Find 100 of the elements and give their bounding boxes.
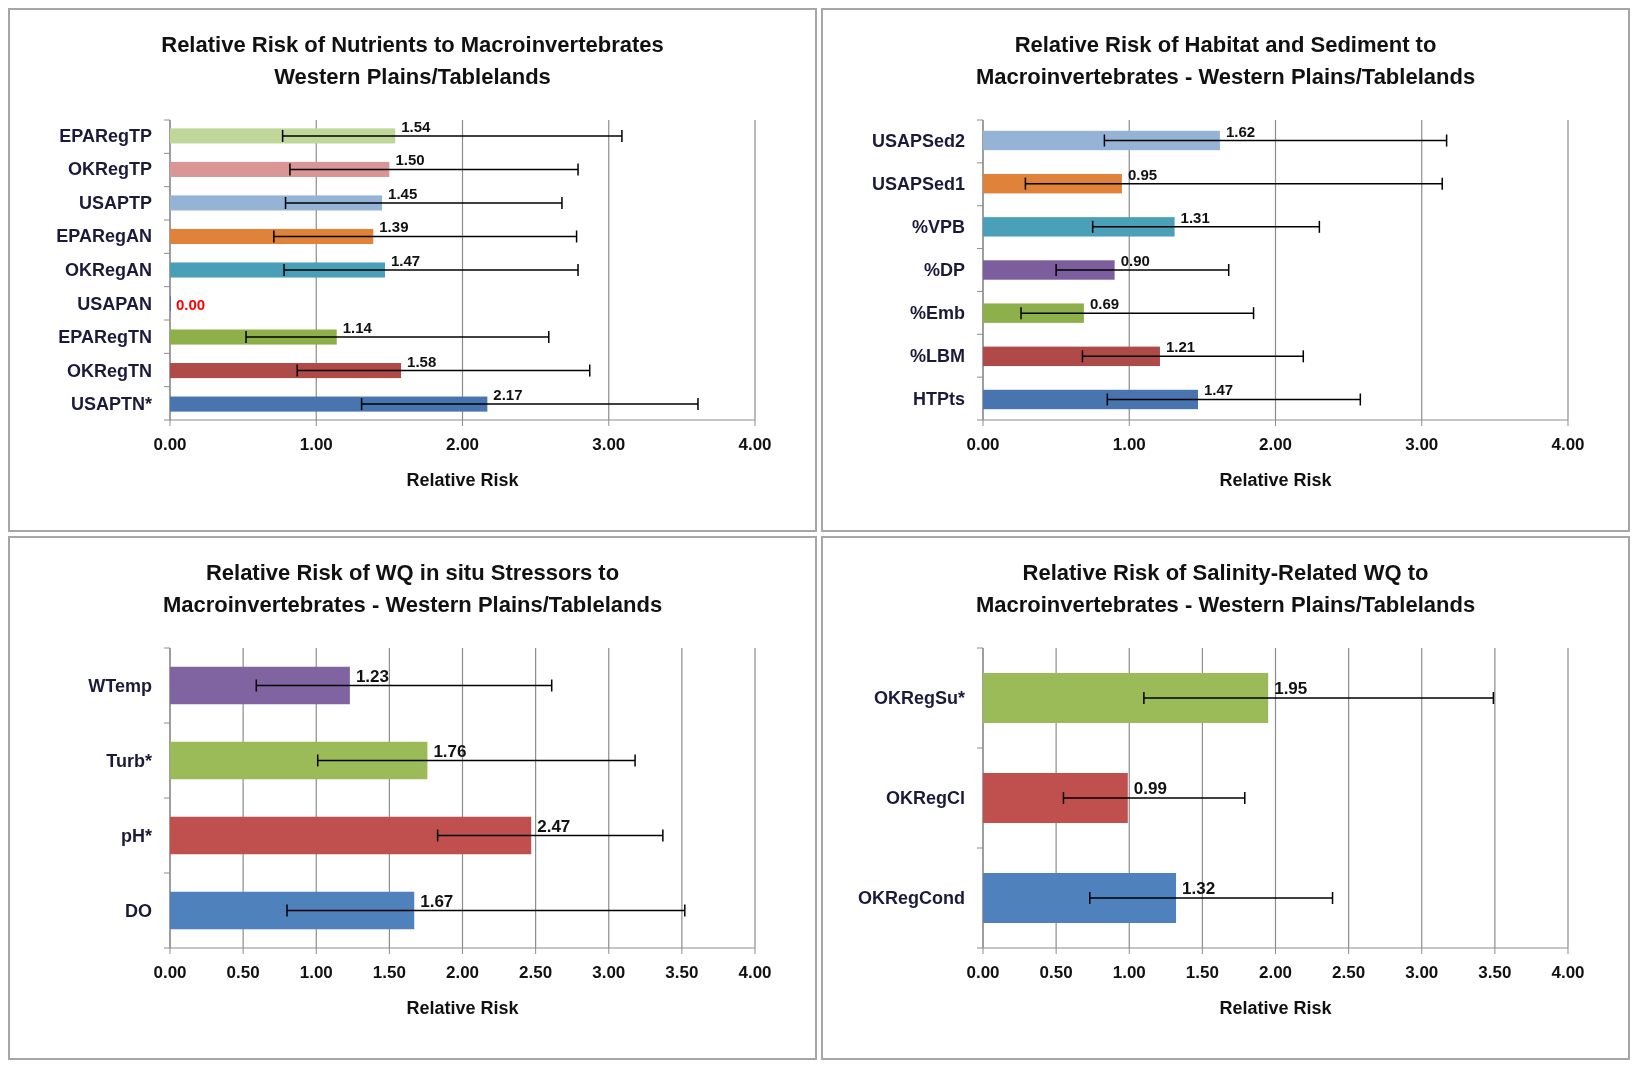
- y-tick-label: DO: [125, 900, 152, 921]
- bar: [983, 873, 1177, 923]
- data-label: 1.23: [355, 666, 389, 686]
- bar: [983, 389, 1198, 410]
- x-tick-label: 0.50: [226, 963, 260, 982]
- x-axis-title: Relative Risk: [406, 998, 520, 1018]
- data-label: 1.95: [1274, 679, 1308, 698]
- bar: [170, 741, 428, 780]
- data-label: 1.50: [395, 151, 425, 169]
- y-tick-label: HTPts: [912, 389, 965, 410]
- data-label: 1.67: [420, 891, 454, 911]
- data-label: 1.54: [401, 117, 432, 135]
- data-label: 0.00: [176, 295, 206, 313]
- x-tick-label: 1.00: [299, 963, 333, 982]
- bar: [170, 363, 402, 379]
- bar: [983, 173, 1122, 194]
- x-tick-label: 2.50: [1332, 963, 1366, 982]
- x-tick-label: 4.00: [738, 963, 772, 982]
- y-tick-label: %DP: [923, 260, 965, 280]
- chart-title: Relative Risk of Salinity-Related WQ to Macroinvertebrates - Western Plains/Tablelands: [975, 560, 1476, 617]
- data-label: 1.58: [407, 352, 437, 370]
- y-tick-label: OKRegCond: [858, 888, 965, 908]
- bar: [983, 217, 1175, 237]
- bar: [170, 891, 415, 930]
- y-tick-label: USAPTN*: [70, 394, 152, 415]
- data-label: 1.32: [1182, 879, 1216, 898]
- x-tick-label: 1.50: [1185, 963, 1219, 982]
- y-tick-label: USAPSed1: [871, 173, 965, 194]
- x-tick-label: 3.50: [665, 963, 699, 982]
- y-tick-label: EPARegTP: [59, 125, 152, 146]
- x-axis-title: Relative Risk: [1219, 998, 1333, 1018]
- x-axis-title: Relative Risk: [406, 470, 520, 490]
- y-tick-label: pH*: [121, 825, 152, 846]
- bar: [170, 666, 350, 705]
- chart-title: Relative Risk of Habitat and Sediment to Macroinvertebrates - Western Plains/Tablelands: [975, 32, 1476, 89]
- bar: [170, 396, 488, 412]
- x-tick-label: 2.00: [1258, 435, 1293, 454]
- x-tick-label: 3.00: [1405, 435, 1439, 454]
- bar: [983, 773, 1128, 823]
- y-tick-label: OKRegTN: [67, 360, 152, 381]
- bar: [983, 260, 1115, 280]
- x-tick-label: 0.00: [153, 435, 187, 454]
- data-label: 1.45: [388, 184, 418, 202]
- x-axis-title: Relative Risk: [1219, 470, 1333, 490]
- chart-title: Relative Risk of Nutrients to Macroinvertebrates Western Plains/Tablelands: [161, 32, 664, 89]
- data-label: 0.90: [1120, 252, 1150, 269]
- x-tick-label: 1.50: [372, 963, 406, 982]
- x-tick-label: 4.00: [1551, 435, 1585, 454]
- y-tick-label: %Emb: [909, 303, 965, 324]
- x-tick-label: 2.50: [519, 963, 553, 982]
- y-tick-label: OKRegTP: [67, 159, 152, 180]
- x-tick-label: 2.00: [445, 963, 480, 982]
- data-label: 0.95: [1127, 165, 1158, 183]
- bar: [983, 303, 1084, 323]
- y-tick-label: WTemp: [88, 675, 152, 696]
- bar: [983, 346, 1160, 367]
- data-label: 0.69: [1089, 295, 1120, 313]
- bar: [170, 329, 337, 345]
- data-label: 1.14: [342, 319, 373, 337]
- x-tick-label: 1.00: [1112, 963, 1146, 982]
- x-tick-label: 2.00: [445, 435, 480, 454]
- y-tick-label: OKRegAN: [64, 260, 152, 280]
- x-tick-label: 3.00: [592, 435, 626, 454]
- data-label: 1.31: [1180, 208, 1210, 226]
- bar: [170, 262, 385, 278]
- bar: [983, 673, 1269, 723]
- x-tick-label: 3.00: [592, 963, 626, 982]
- data-label: 1.39: [379, 218, 409, 236]
- data-label: 0.99: [1133, 779, 1167, 798]
- bar: [170, 228, 374, 245]
- data-label: 1.76: [433, 741, 467, 761]
- x-tick-label: 2.00: [1258, 963, 1293, 982]
- y-tick-label: %LBM: [910, 346, 965, 367]
- x-tick-label: 4.00: [1551, 963, 1585, 982]
- data-label: 1.47: [390, 252, 421, 269]
- x-tick-label: 0.00: [966, 963, 1000, 982]
- y-tick-label: EPARegTN: [58, 327, 152, 348]
- y-tick-label: OKRegCl: [885, 788, 965, 808]
- x-tick-label: 1.00: [299, 435, 333, 454]
- data-label: 2.17: [493, 386, 523, 404]
- x-tick-label: 0.00: [966, 435, 1000, 454]
- bar: [983, 130, 1220, 151]
- x-tick-label: 0.50: [1039, 963, 1073, 982]
- x-tick-label: 4.00: [738, 435, 772, 454]
- chart-title: Relative Risk of WQ in situ Stressors to Macroinvertebrates - Western Plains/Tablelands: [162, 560, 663, 617]
- y-tick-label: %VPB: [911, 216, 965, 237]
- bar: [170, 128, 396, 144]
- bar: [170, 195, 383, 211]
- x-tick-label: 3.50: [1478, 963, 1512, 982]
- y-tick-label: OKRegSu*: [873, 688, 965, 708]
- y-tick-label: Turb*: [106, 750, 152, 771]
- y-tick-label: USAPTP: [78, 192, 152, 213]
- data-label: 1.62: [1225, 122, 1256, 140]
- bar: [170, 161, 390, 177]
- y-tick-label: USAPSed2: [871, 130, 965, 151]
- x-tick-label: 3.00: [1405, 963, 1439, 982]
- data-label: 2.47: [537, 816, 571, 836]
- bar: [170, 816, 532, 855]
- y-tick-label: USAPAN: [77, 293, 152, 314]
- data-label: 1.21: [1165, 338, 1196, 356]
